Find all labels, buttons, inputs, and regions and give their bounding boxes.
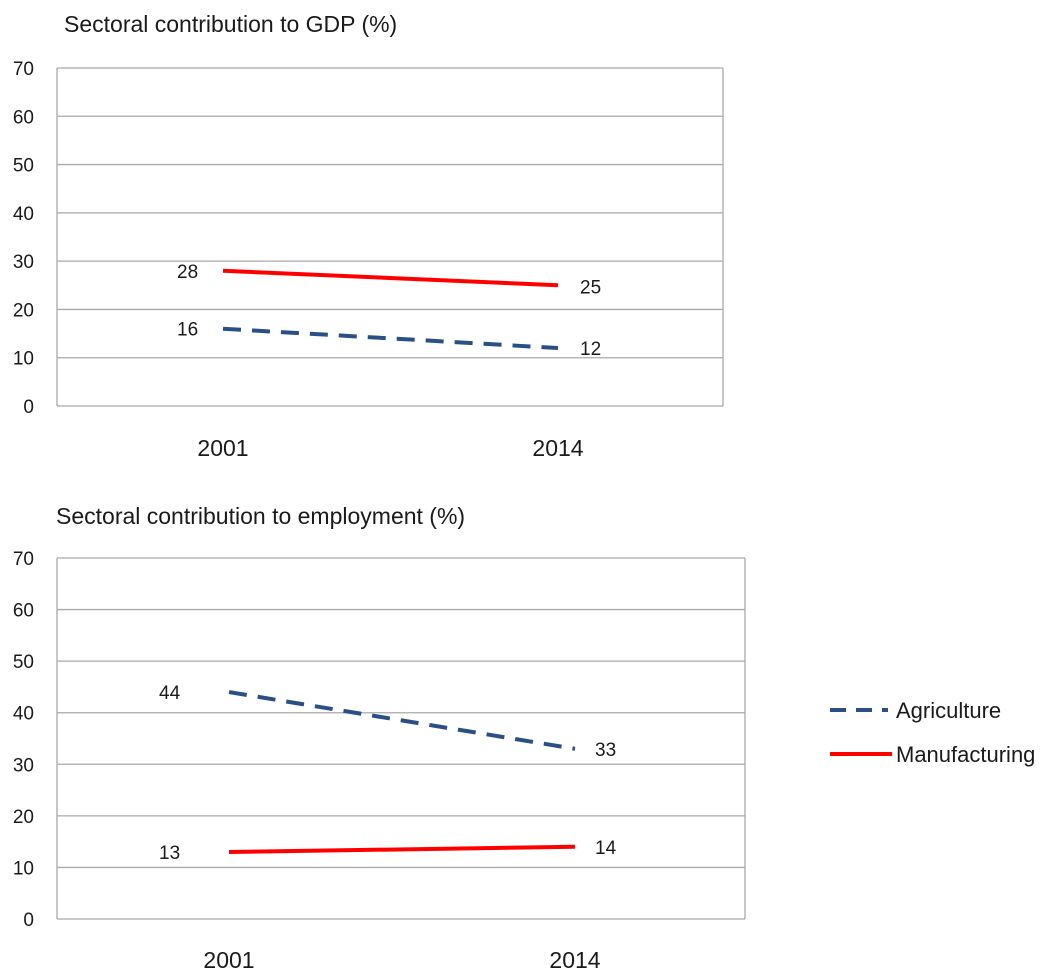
employment-manufacturing-data-label: 13 <box>159 843 180 864</box>
employment-y-tick-label: 10 <box>13 858 34 879</box>
employment-y-tick-label: 40 <box>13 704 34 725</box>
gdp-chart-title: Sectoral contribution to GDP (%) <box>64 11 397 37</box>
employment-y-tick-label: 30 <box>13 755 34 776</box>
employment-chart-title: Sectoral contribution to employment (%) <box>56 503 465 529</box>
gdp-y-tick-label: 0 <box>23 397 34 418</box>
employment-y-tick-label: 20 <box>13 807 34 828</box>
gdp-y-tick-label: 20 <box>13 300 34 321</box>
gdp-y-tick-label: 70 <box>13 59 34 80</box>
employment-y-tick-label: 0 <box>23 910 34 931</box>
gdp-x-tick-label: 2001 <box>197 435 248 461</box>
gdp-y-tick-label: 40 <box>13 204 34 225</box>
gdp-manufacturing-data-label: 28 <box>177 262 198 283</box>
employment-y-tick-label: 70 <box>13 549 34 570</box>
gdp-agriculture-data-label: 16 <box>177 320 198 341</box>
employment-agriculture-line <box>228 690 576 751</box>
employment-manufacturing-data-label: 14 <box>595 838 617 859</box>
gdp-y-tick-label: 30 <box>13 252 34 273</box>
gdp-manufacturing-data-label: 25 <box>580 277 601 298</box>
gdp-y-tick-label: 50 <box>13 156 34 177</box>
gdp-agriculture-line <box>222 326 559 351</box>
employment-y-tick-label: 60 <box>13 601 34 622</box>
gdp-y-tick-label: 10 <box>13 349 34 370</box>
employment-agriculture-data-label: 33 <box>595 740 616 761</box>
legend: Agriculture Manufacturing <box>830 698 1035 767</box>
employment-y-tick-label: 50 <box>13 652 34 673</box>
employment-x-tick-label: 2014 <box>549 947 600 973</box>
employment-agriculture-data-label: 44 <box>159 683 181 704</box>
gdp-y-tick-label: 60 <box>13 107 34 128</box>
legend-label-manufacturing: Manufacturing <box>896 742 1035 767</box>
employment-x-tick-label: 2001 <box>203 947 254 973</box>
legend-label-agriculture: Agriculture <box>896 698 1001 723</box>
gdp-manufacturing-line <box>222 268 559 288</box>
gdp-x-tick-label: 2014 <box>532 435 583 461</box>
employment-manufacturing-line <box>228 844 576 854</box>
gdp-agriculture-data-label: 12 <box>580 339 601 360</box>
